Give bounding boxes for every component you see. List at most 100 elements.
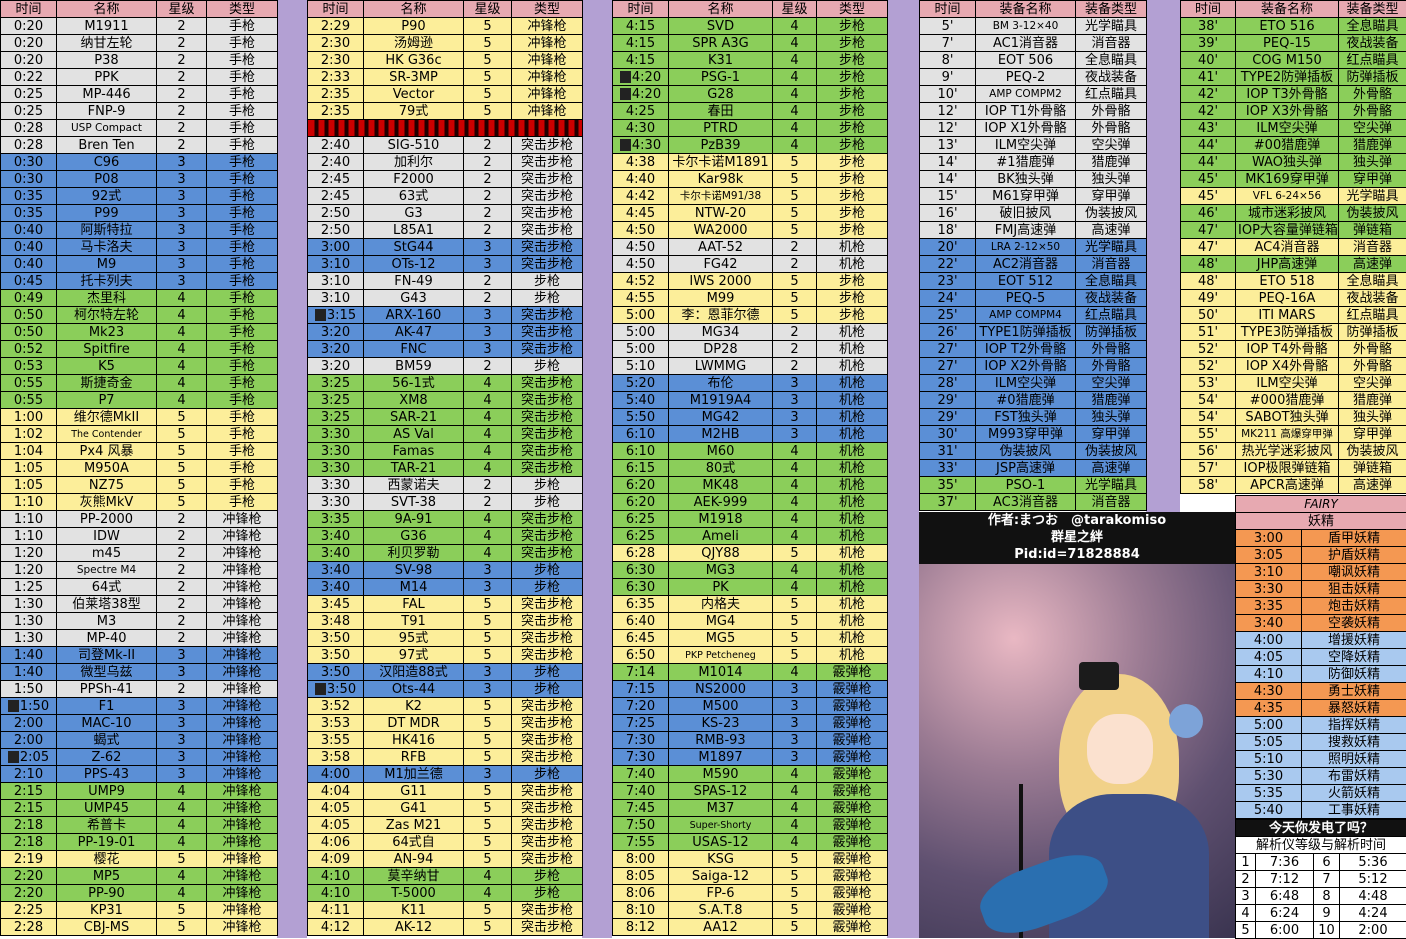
star-cell: 4 — [157, 834, 207, 851]
time-cell: 58' — [1181, 477, 1236, 494]
doll-name-cell: AK-47 — [364, 324, 464, 341]
time-cell: 4:45 — [613, 205, 669, 222]
type-cell: 机枪 — [817, 528, 888, 545]
time-cell: 50' — [1181, 307, 1236, 324]
star-cell: 4 — [773, 766, 817, 783]
doll-name-cell: PKP Petcheneg — [669, 647, 773, 664]
time-cell: 38' — [1181, 18, 1236, 35]
fairy-time-cell: 5:40 — [1236, 802, 1302, 819]
time-cell: 7:45 — [613, 800, 669, 817]
doll-name-cell: MG4 — [669, 613, 773, 630]
type-cell: 机枪 — [817, 324, 888, 341]
doll-name-cell: MG5 — [669, 630, 773, 647]
time-cell: 3:53 — [308, 715, 364, 732]
star-cell: 4 — [464, 409, 512, 426]
fairy-name-cell: 工事妖精 — [1302, 802, 1406, 819]
doll-name-cell: QJY88 — [669, 545, 773, 562]
doll-name-cell: M9 — [57, 256, 157, 273]
star-cell: 3 — [157, 698, 207, 715]
time-cell: 5:40 — [613, 392, 669, 409]
author-line: 作者:まつお @tarakomiso — [919, 512, 1235, 529]
time-cell: 3:25 — [308, 375, 364, 392]
time-cell: 18' — [920, 222, 976, 239]
doll-name-cell: 92式 — [57, 188, 157, 205]
time-cell: 33' — [920, 460, 976, 477]
star-cell: 5 — [464, 749, 512, 766]
doll-name-cell: 63式 — [364, 188, 464, 205]
star-cell: 4 — [464, 375, 512, 392]
equip-type-cell: 光学瞄具 — [1339, 188, 1406, 205]
fairy-time-cell: 4:35 — [1236, 700, 1302, 717]
equip-name-cell: APCR高速弹 — [1236, 477, 1339, 494]
doll-name-cell: SVD — [669, 18, 773, 35]
star-cell: 3 — [464, 562, 512, 579]
time-cell: 1:02 — [1, 426, 57, 443]
doll-name-cell: AAT-52 — [669, 239, 773, 256]
time-cell: 41' — [1181, 69, 1236, 86]
equip-name-cell: AC3消音器 — [976, 494, 1076, 511]
time-cell: 46' — [1181, 205, 1236, 222]
time-cell: 5:20 — [613, 375, 669, 392]
analyzer-title-row: 解析仪等级与解析时间 — [1236, 837, 1406, 854]
header-name: 名称 — [669, 1, 773, 18]
equip-name-cell: 热光学迷彩披风 — [1236, 443, 1339, 460]
time-cell: 7:14 — [613, 664, 669, 681]
doll-name-cell: FNP-9 — [57, 103, 157, 120]
equip-type-cell: 全息瞄具 — [1076, 52, 1147, 69]
equip-type-cell: 消音器 — [1076, 494, 1147, 511]
equip-name-cell: ILM空尖弹 — [1236, 120, 1339, 137]
equip-name-cell: BM 3-12×40 — [976, 18, 1076, 35]
equip-type-cell: 防弹插板 — [1339, 324, 1406, 341]
type-cell: 手枪 — [207, 256, 278, 273]
doll-name-cell: 汉阳造88式 — [364, 664, 464, 681]
time-cell: 6:30 — [613, 562, 669, 579]
time-cell: 6:10 — [613, 443, 669, 460]
doll-name-cell: USP Compact — [57, 120, 157, 137]
star-cell: 3 — [464, 324, 512, 341]
table-row: 42'IOP T3外骨骼外骨骼 — [1181, 86, 1406, 103]
type-cell: 冲锋枪 — [512, 52, 583, 69]
equip-type-cell: 猎鹿弹 — [1339, 392, 1406, 409]
equip-name-cell: #1猎鹿弹 — [976, 154, 1076, 171]
doll-name-cell: 56-1式 — [364, 375, 464, 392]
type-cell: 机枪 — [817, 477, 888, 494]
doll-name-cell: MP-40 — [57, 630, 157, 647]
type-cell: 手枪 — [207, 35, 278, 52]
star-cell: 4 — [773, 460, 817, 477]
type-cell: 手枪 — [207, 171, 278, 188]
author-credit: 作者:まつお @tarakomiso 群星之絆 Pid:id=71828884 — [919, 512, 1235, 564]
star-cell: 4 — [773, 103, 817, 120]
time-cell: 1:20 — [1, 562, 57, 579]
type-cell: 机枪 — [817, 596, 888, 613]
table-row: 22'AC2消音器消音器 — [920, 256, 1147, 273]
star-cell: 4 — [773, 562, 817, 579]
doll-name-cell: PPS-43 — [57, 766, 157, 783]
time-cell: 0:30 — [1, 171, 57, 188]
time-cell: 0:52 — [1, 341, 57, 358]
analysis-time-cell: 6:24 — [1256, 905, 1314, 922]
time-cell: 3:50 — [308, 664, 364, 681]
type-cell: 冲锋枪 — [207, 868, 278, 885]
time-cell: 4:20 — [613, 69, 669, 86]
equip-name-cell: TYPE2防弹插板 — [1236, 69, 1339, 86]
doll-name-cell: IDW — [57, 528, 157, 545]
equip-type-cell: 高速弹 — [1339, 477, 1406, 494]
table-row: 54'#000猎鹿弹猎鹿弹 — [1181, 392, 1406, 409]
